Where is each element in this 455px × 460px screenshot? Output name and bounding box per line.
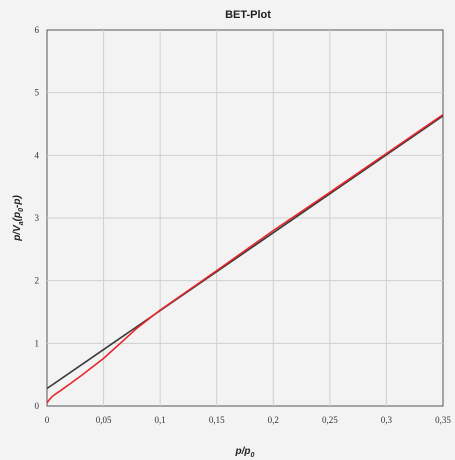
x-tick-label: 0 [45,415,50,425]
chart-title: BET-Plot [225,9,271,21]
x-tick-label: 0,15 [209,415,225,425]
x-tick-label: 0,2 [268,415,279,425]
y-tick-label: 4 [35,150,40,160]
y-tick-label: 6 [35,25,40,35]
y-tick-label: 2 [35,276,40,286]
x-axis-ticks: 0 0,05 0,1 0,15 0,2 0,25 0,3 0,35 [45,415,452,425]
y-tick-label: 1 [35,338,40,348]
measured-data-line [46,113,444,404]
x-tick-label: 0,1 [155,415,166,425]
x-tick-label: 0,3 [381,415,393,425]
x-tick-label: 0,35 [435,415,451,425]
y-tick-label: 3 [35,213,40,223]
x-tick-label: 0,05 [96,415,112,425]
y-axis-label: p/Va(p0-p) [12,195,25,242]
fit-line [46,115,444,390]
x-axis-label: p/p0 [235,446,255,459]
series-group [46,113,444,404]
grid-lines [47,30,443,406]
y-tick-label: 5 [35,88,40,98]
y-axis-ticks: 0 1 2 3 4 5 6 [35,25,40,411]
x-tick-label: 0,25 [322,415,338,425]
y-tick-label: 0 [35,401,40,411]
